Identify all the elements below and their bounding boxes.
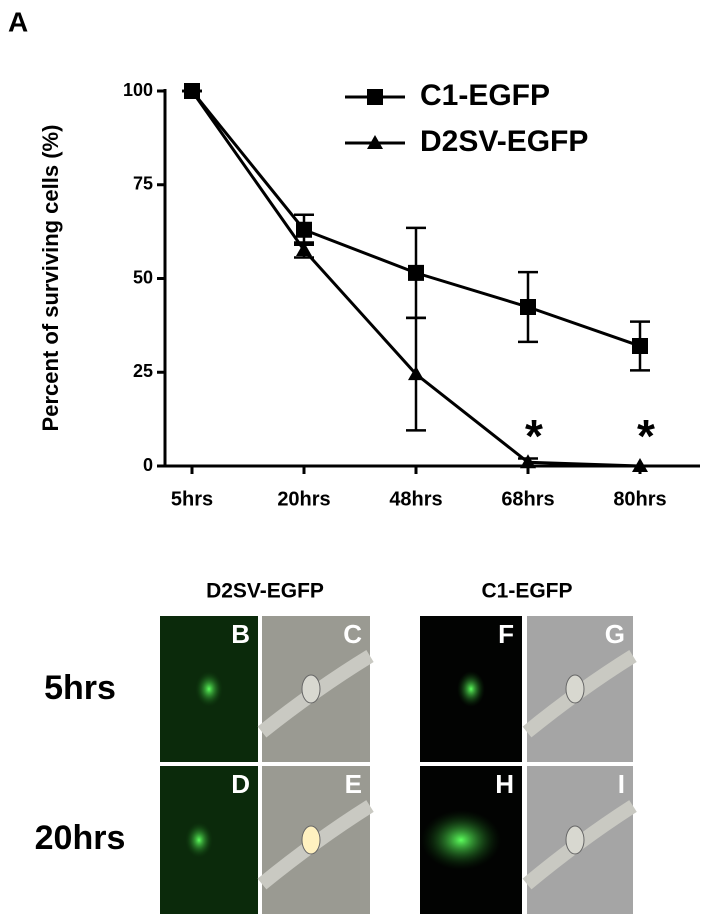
cell <box>185 822 213 858</box>
column-label: C1-EGFP <box>481 580 572 603</box>
annotation: * <box>637 410 655 462</box>
y-tick-label: 50 <box>133 267 153 287</box>
legend-marker <box>367 135 383 149</box>
panel-letter: C <box>343 619 362 649</box>
data-point <box>408 366 424 381</box>
x-tick-label: 20hrs <box>277 488 330 510</box>
data-point <box>632 458 648 472</box>
panel-letter: G <box>605 619 625 649</box>
row-label: 5hrs <box>44 669 116 707</box>
cell <box>301 825 321 855</box>
y-tick-label: 100 <box>123 80 153 100</box>
data-point <box>520 454 536 469</box>
y-tick-label: 0 <box>143 455 153 475</box>
x-tick-label: 5hrs <box>171 488 213 510</box>
cell <box>421 810 501 870</box>
data-point <box>296 242 312 256</box>
x-tick-label: 68hrs <box>501 488 554 510</box>
x-tick-label: 48hrs <box>389 488 442 510</box>
legend-label: C1-EGFP <box>420 79 550 112</box>
legend-label: D2SV-EGFP <box>420 125 588 158</box>
panel-letter: B <box>231 619 250 649</box>
cell <box>457 671 485 707</box>
y-tick-label: 25 <box>133 361 153 381</box>
panel-letter: E <box>345 769 362 799</box>
panel-letter: I <box>618 769 625 799</box>
column-label: D2SV-EGFP <box>206 580 324 603</box>
panel-letter: D <box>231 769 250 799</box>
cell <box>565 674 585 704</box>
data-point <box>632 338 648 354</box>
data-point <box>520 299 536 315</box>
data-point <box>296 221 312 238</box>
cell <box>195 671 223 707</box>
panel-letter: F <box>498 619 514 649</box>
annotation: * <box>525 410 543 462</box>
data-point <box>408 264 424 281</box>
legend-marker <box>367 89 383 105</box>
panel-label: A <box>8 6 28 37</box>
panel-letter: H <box>495 769 514 799</box>
x-tick-label: 80hrs <box>613 488 666 510</box>
row-label: 20hrs <box>35 819 126 857</box>
cell <box>565 825 585 855</box>
cell <box>301 674 321 704</box>
y-axis-label: Percent of surviving cells (%) <box>38 125 63 432</box>
data-point <box>184 83 200 97</box>
y-tick-label: 75 <box>133 174 153 194</box>
